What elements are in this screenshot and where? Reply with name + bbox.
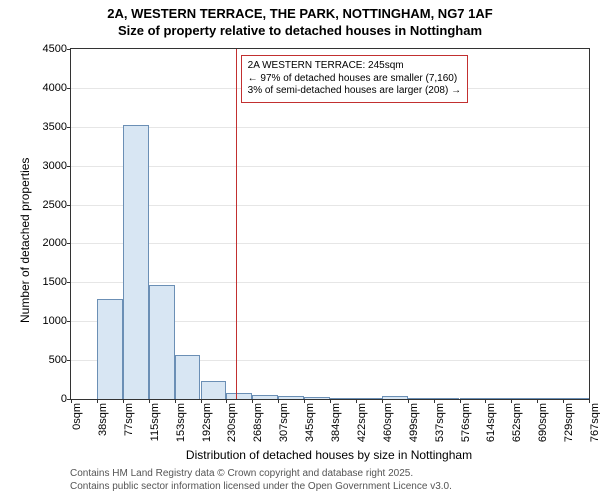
x-tick-label: 576sqm bbox=[460, 403, 472, 442]
annotation-box: 2A WESTERN TERRACE: 245sqm ← 97% of deta… bbox=[241, 55, 468, 103]
x-tick-label: 0sqm bbox=[71, 403, 83, 430]
chart-title: 2A, WESTERN TERRACE, THE PARK, NOTTINGHA… bbox=[0, 0, 600, 40]
gridline bbox=[71, 282, 589, 283]
footer-line-2: Contains public sector information licen… bbox=[70, 481, 452, 494]
x-tick-label: 307sqm bbox=[278, 403, 290, 442]
x-tick-label: 422sqm bbox=[356, 403, 368, 442]
x-tick-label: 345sqm bbox=[304, 403, 316, 442]
gridline bbox=[71, 127, 589, 128]
x-tick-label: 153sqm bbox=[175, 403, 187, 442]
x-tick-label: 614sqm bbox=[485, 403, 497, 442]
histogram-bar bbox=[563, 398, 589, 399]
x-tick-label: 115sqm bbox=[149, 403, 161, 441]
annotation-line-1: 2A WESTERN TERRACE: 245sqm bbox=[248, 60, 461, 73]
x-tick-label: 192sqm bbox=[201, 403, 213, 442]
histogram-bar bbox=[485, 398, 511, 399]
y-tick-label: 1000 bbox=[43, 315, 67, 327]
x-tick-label: 729sqm bbox=[563, 403, 575, 442]
x-tick-label: 767sqm bbox=[589, 403, 600, 442]
x-tick-label: 499sqm bbox=[408, 403, 420, 442]
x-tick-label: 230sqm bbox=[226, 403, 238, 442]
histogram-bar bbox=[408, 398, 434, 399]
y-tick-label: 4500 bbox=[43, 43, 67, 55]
x-tick-label: 690sqm bbox=[537, 403, 549, 442]
x-tick-label: 38sqm bbox=[97, 403, 109, 436]
x-axis-label: Distribution of detached houses by size … bbox=[70, 448, 588, 462]
y-axis-label: Number of detached properties bbox=[18, 158, 32, 323]
histogram-bar bbox=[460, 398, 486, 399]
title-line-2: Size of property relative to detached ho… bbox=[0, 23, 600, 40]
x-tick-label: 460sqm bbox=[382, 403, 394, 442]
y-tick-label: 2000 bbox=[43, 237, 67, 249]
histogram-bar bbox=[511, 398, 537, 399]
reference-line bbox=[236, 49, 237, 399]
x-tick-label: 652sqm bbox=[511, 403, 523, 442]
y-tick-label: 500 bbox=[49, 354, 67, 366]
y-tick-label: 1500 bbox=[43, 276, 67, 288]
x-tick-label: 77sqm bbox=[123, 403, 135, 436]
x-tick-label: 268sqm bbox=[252, 403, 264, 442]
histogram-bar bbox=[537, 398, 563, 399]
histogram-bar bbox=[304, 397, 330, 399]
histogram-bar bbox=[123, 125, 149, 399]
histogram-bar bbox=[278, 396, 304, 399]
x-tick-label: 537sqm bbox=[434, 403, 446, 442]
chart-container: 2A, WESTERN TERRACE, THE PARK, NOTTINGHA… bbox=[0, 0, 600, 500]
footer-text: Contains HM Land Registry data © Crown c… bbox=[70, 468, 452, 493]
histogram-bar bbox=[252, 395, 278, 399]
histogram-bar bbox=[330, 398, 356, 399]
title-line-1: 2A, WESTERN TERRACE, THE PARK, NOTTINGHA… bbox=[0, 6, 600, 23]
y-tick-label: 4000 bbox=[43, 82, 67, 94]
histogram-bar bbox=[356, 398, 382, 399]
gridline bbox=[71, 205, 589, 206]
gridline bbox=[71, 166, 589, 167]
y-tick-label: 3500 bbox=[43, 121, 67, 133]
histogram-bar bbox=[97, 299, 123, 399]
histogram-bar bbox=[434, 398, 460, 399]
plot-area: 0500100015002000250030003500400045000sqm… bbox=[70, 48, 590, 400]
histogram-bar bbox=[226, 393, 252, 399]
y-tick-label: 0 bbox=[61, 393, 67, 405]
histogram-bar bbox=[149, 285, 175, 399]
y-tick-label: 2500 bbox=[43, 199, 67, 211]
gridline bbox=[71, 243, 589, 244]
x-tick-label: 384sqm bbox=[330, 403, 342, 442]
histogram-bar bbox=[175, 355, 201, 399]
histogram-bar bbox=[201, 381, 227, 399]
y-tick-label: 3000 bbox=[43, 160, 67, 172]
annotation-line-3: 3% of semi-detached houses are larger (2… bbox=[248, 85, 461, 98]
histogram-bar bbox=[382, 396, 408, 399]
footer-line-1: Contains HM Land Registry data © Crown c… bbox=[70, 468, 452, 481]
annotation-line-2: ← 97% of detached houses are smaller (7,… bbox=[248, 73, 461, 86]
